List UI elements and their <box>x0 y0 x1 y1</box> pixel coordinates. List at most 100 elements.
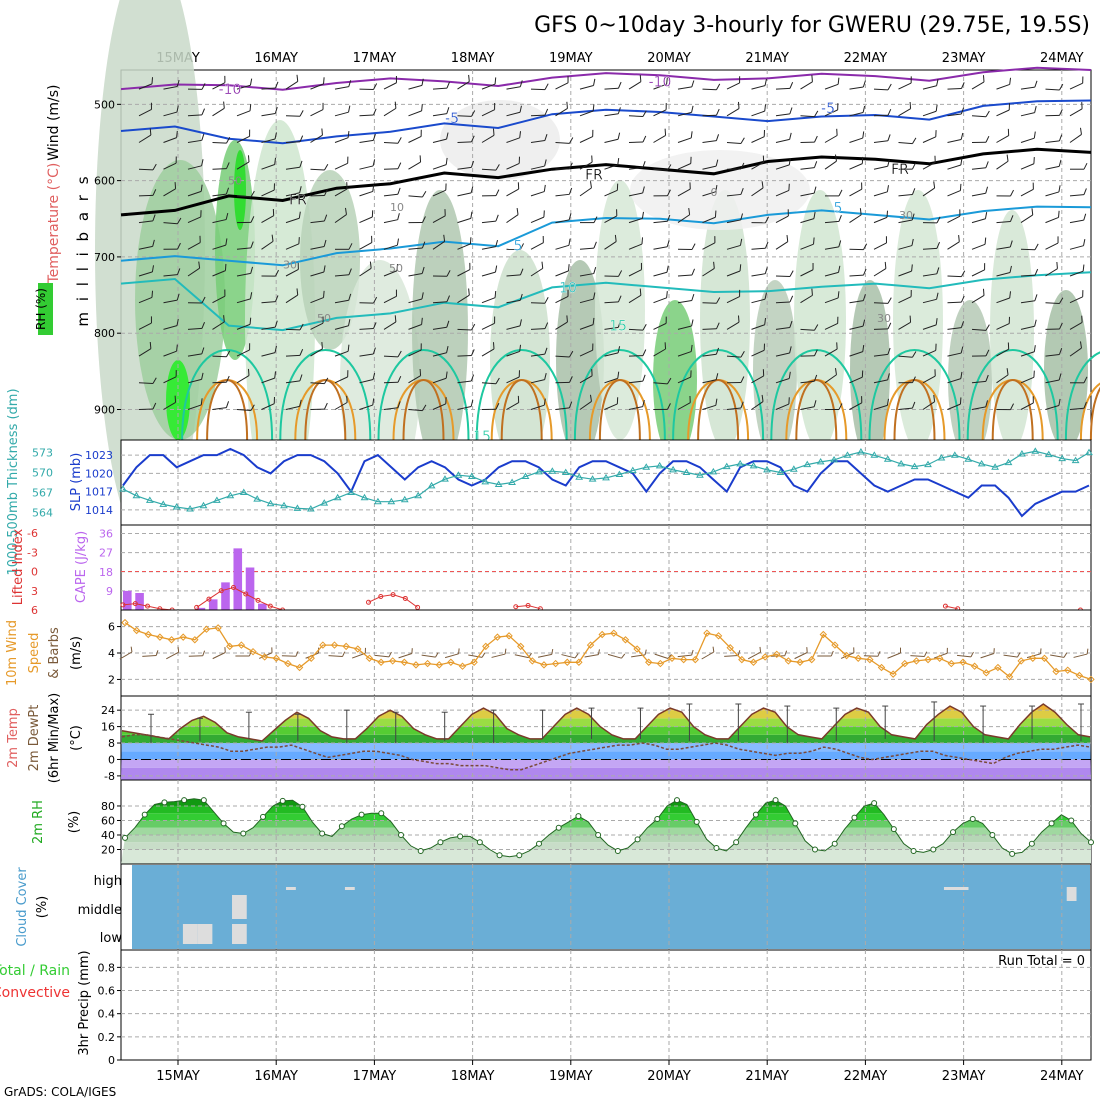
barb-staff <box>947 138 962 143</box>
temp-band <box>121 759 1091 768</box>
barb-flag <box>364 647 366 654</box>
barb-flag <box>421 241 426 249</box>
rh-marker <box>614 847 621 854</box>
barb-flag <box>715 159 719 167</box>
isotherm-label: -5 <box>445 111 459 127</box>
barb-flag <box>788 397 790 405</box>
barb-flag <box>544 134 548 141</box>
wind-barb <box>1020 80 1038 90</box>
barb-staff <box>800 218 815 224</box>
barb-staff <box>849 300 864 304</box>
barb-flag <box>323 214 328 222</box>
wind-speed-marker <box>575 658 583 666</box>
wind-barb <box>432 270 451 277</box>
barb-flag <box>176 130 178 138</box>
barb-staff <box>898 245 913 250</box>
barb-flag <box>886 185 889 192</box>
date-label: 23MAY <box>942 1069 986 1084</box>
barb-flag <box>250 404 255 411</box>
wind-barb <box>1045 373 1062 384</box>
wind-speed-marker <box>470 658 478 666</box>
barb-flag <box>296 288 299 296</box>
thickness-marker <box>400 495 409 503</box>
thickness-marker <box>186 505 194 512</box>
barb-flag <box>666 214 671 222</box>
wind-barb <box>579 129 594 143</box>
rh-contour-label: 50 <box>317 312 331 325</box>
barb-flag <box>688 208 691 215</box>
barb-staff <box>163 222 178 225</box>
barb-staff <box>261 164 275 170</box>
barb-flag <box>762 155 765 163</box>
barb-staff <box>468 654 483 658</box>
barb-flag <box>691 243 696 250</box>
wind-barb <box>285 135 304 143</box>
barb-staff <box>653 109 667 117</box>
wind-barb <box>873 83 892 91</box>
wind-barb <box>996 342 1010 357</box>
barb-flag <box>885 236 887 243</box>
barb-flag <box>155 650 159 656</box>
barb-flag <box>469 237 472 244</box>
barb-staff <box>800 115 815 118</box>
thickness-marker <box>816 457 825 465</box>
cape-bar <box>258 603 267 610</box>
wind-barb <box>604 158 620 170</box>
cloud-fill <box>132 865 1090 949</box>
barb-flag <box>910 289 912 297</box>
wind-barb <box>530 236 544 250</box>
wind-barb <box>457 349 475 357</box>
wind-barb <box>359 296 378 304</box>
cape-bar <box>233 548 243 610</box>
thickness-marker <box>736 459 745 467</box>
barb-flag <box>226 162 230 169</box>
wind-barb <box>873 398 889 410</box>
wind-barb <box>1069 315 1083 330</box>
barb-flag <box>446 132 449 140</box>
wind-speed-marker <box>842 651 851 660</box>
barb-staff <box>359 165 374 170</box>
thickness-marker <box>119 485 127 492</box>
barb-staff <box>285 81 299 90</box>
barb-staff <box>421 654 436 658</box>
barb-staff <box>873 140 888 143</box>
rh-unit-label: (%) <box>67 811 82 834</box>
barb-flag <box>419 368 422 376</box>
barb-flag <box>1083 213 1087 221</box>
barb-staff <box>824 374 837 384</box>
barb-flag <box>836 128 838 136</box>
barb-flag <box>422 404 427 411</box>
barb-staff <box>579 247 594 250</box>
wind-barb <box>873 185 889 197</box>
barb-flag <box>593 78 596 86</box>
barb-staff <box>334 376 348 384</box>
barb-flag <box>936 79 939 86</box>
wind-barb <box>800 211 816 224</box>
barb-flag <box>739 238 743 246</box>
barb-staff <box>751 349 765 357</box>
barb-flag <box>299 374 303 382</box>
precip-legend-total: Total / Rain <box>0 963 70 979</box>
surface-wind-barb <box>910 651 928 658</box>
wind-barb <box>530 347 548 357</box>
barb-staff <box>432 403 446 410</box>
barb-staff <box>1045 242 1059 250</box>
barb-staff <box>1069 347 1082 357</box>
cape-bar <box>123 590 132 610</box>
barb-flag <box>789 82 794 89</box>
barb-flag <box>518 156 520 164</box>
barb-flag <box>837 103 839 110</box>
wind-barb <box>775 183 790 197</box>
barb-staff <box>236 84 251 90</box>
barb-flag <box>346 182 348 189</box>
wind-barb <box>898 401 916 410</box>
barb-flag <box>544 108 549 116</box>
barb-staff <box>628 218 643 224</box>
wind-barb <box>775 234 789 250</box>
wind-barb <box>1020 106 1037 117</box>
barb-flag <box>1059 83 1064 91</box>
barb-staff <box>212 355 227 358</box>
barb-staff <box>824 323 838 330</box>
barb-flag <box>247 368 250 376</box>
barb-flag <box>887 134 891 141</box>
